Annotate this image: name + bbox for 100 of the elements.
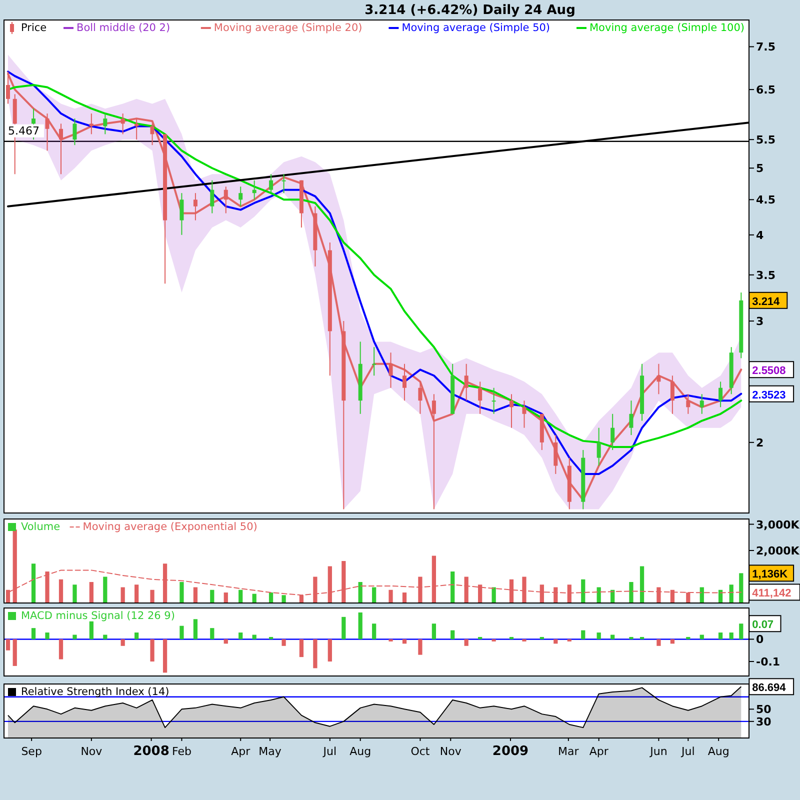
annotation: 0.07	[752, 619, 774, 632]
x-tick-label: 2008	[133, 744, 170, 759]
annotation: 1,136K	[752, 568, 788, 581]
bar	[193, 587, 198, 603]
bar	[450, 572, 455, 603]
x-tick-label: Jun	[649, 745, 668, 758]
annotation: 3.214	[752, 296, 781, 308]
candlestick	[238, 186, 243, 207]
bar	[224, 639, 228, 644]
bar	[342, 616, 346, 640]
candlestick	[120, 113, 125, 135]
bar	[282, 639, 286, 646]
bar	[210, 590, 214, 603]
bar	[313, 639, 318, 668]
candlestick	[180, 192, 184, 236]
x-tick-label: Apr	[589, 745, 609, 758]
bar	[193, 619, 198, 640]
bar	[72, 584, 77, 603]
bar	[372, 624, 376, 640]
legend-label: Price	[21, 22, 47, 34]
bar	[581, 579, 586, 603]
bar	[640, 566, 644, 603]
y-tick-label: 3	[756, 315, 764, 328]
candlestick	[464, 363, 468, 402]
candlestick	[45, 113, 50, 152]
y-tick-label: 3.5	[756, 268, 776, 282]
legend-label: Relative Strength Index (14)	[21, 686, 170, 698]
bar	[402, 639, 407, 644]
bar	[629, 582, 634, 603]
legend-label: Moving average (Simple 50)	[402, 22, 550, 34]
candlestick	[686, 394, 690, 414]
candlestick	[610, 413, 615, 451]
bar	[89, 582, 94, 603]
bar	[388, 590, 393, 603]
x-tick-label: Oct	[410, 745, 430, 758]
y-tick-label: 5	[756, 162, 764, 176]
bar	[629, 636, 634, 640]
bar	[729, 632, 734, 640]
candlestick	[134, 118, 139, 140]
candlestick	[72, 118, 77, 146]
candlestick	[282, 174, 286, 194]
candlestick	[193, 192, 198, 221]
bar	[6, 639, 10, 650]
x-tick-label: 2009	[492, 744, 529, 759]
candlestick	[372, 346, 376, 376]
bar	[372, 587, 376, 603]
y-tick-label: 3,000K	[756, 518, 800, 532]
x-tick-label: Apr	[231, 745, 251, 758]
legend-label: Moving average (Exponential 50)	[82, 521, 258, 533]
bar	[58, 639, 64, 660]
candlestick	[89, 113, 94, 135]
x-tick-label: May	[258, 745, 282, 758]
bar	[581, 630, 586, 640]
bar	[328, 639, 332, 662]
legend-label: Moving average (Simple 20)	[214, 22, 362, 34]
candlestick	[509, 394, 514, 428]
y-tick-label: 0	[756, 633, 764, 646]
candlestick	[418, 381, 422, 414]
bar	[134, 584, 139, 603]
bar	[432, 624, 436, 640]
bar	[739, 573, 744, 603]
y-tick-label: 50	[756, 703, 772, 716]
bar	[358, 582, 362, 603]
bar	[150, 639, 154, 662]
bar	[238, 590, 243, 603]
chart-title: 3.214 (+6.42%) Daily 24 Aug	[364, 3, 576, 18]
y-tick-label: 4.5	[756, 194, 776, 207]
x-tick-label: Jul	[322, 745, 337, 758]
candlestick	[388, 352, 393, 388]
bar	[718, 632, 723, 640]
legend-label: Moving average (Simple 100)	[590, 22, 745, 34]
bar	[162, 639, 168, 673]
bar	[464, 639, 468, 646]
bar	[134, 632, 139, 640]
bar	[45, 632, 50, 640]
x-tick-label: Nov	[440, 745, 462, 758]
x-tick-label: Aug	[350, 745, 372, 758]
y-tick-label: 30	[756, 715, 772, 728]
x-tick-label: Mar	[558, 745, 580, 758]
x-tick-label: Feb	[172, 745, 192, 758]
candlestick	[700, 394, 704, 414]
bar	[739, 624, 744, 640]
bar	[252, 594, 256, 603]
candlestick	[103, 113, 108, 135]
candlestick	[478, 381, 482, 414]
candlestick	[59, 123, 63, 175]
bar	[210, 628, 214, 640]
candlestick	[150, 123, 154, 146]
legend-label: MACD minus Signal (12 26 9)	[21, 610, 175, 622]
candlestick	[492, 387, 496, 414]
y-tick-label: 4	[756, 228, 764, 242]
bar	[299, 639, 304, 658]
legend-label: Boll middle (20 2)	[76, 22, 170, 34]
bar	[418, 639, 422, 655]
bar	[103, 576, 108, 603]
bar	[224, 592, 228, 603]
x-tick-label: Aug	[708, 745, 730, 758]
candlestick	[402, 363, 407, 402]
bar	[358, 612, 362, 640]
bar	[12, 639, 17, 666]
